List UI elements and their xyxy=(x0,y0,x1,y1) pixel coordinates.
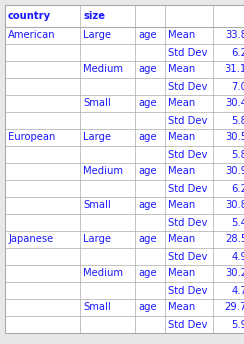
Text: Small: Small xyxy=(83,201,111,211)
Text: country: country xyxy=(8,11,51,21)
Text: Mean: Mean xyxy=(168,31,195,41)
Text: age: age xyxy=(138,302,157,312)
Text: 29.7: 29.7 xyxy=(225,302,244,312)
Text: 6.2: 6.2 xyxy=(231,183,244,193)
Text: 5.4: 5.4 xyxy=(231,217,244,227)
Text: European: European xyxy=(8,132,55,142)
Text: Large: Large xyxy=(83,132,111,142)
Text: 5.8: 5.8 xyxy=(231,150,244,160)
Text: 31.1: 31.1 xyxy=(225,65,244,75)
Text: Std Dev: Std Dev xyxy=(168,286,207,295)
Text: Medium: Medium xyxy=(83,166,123,176)
Text: Std Dev: Std Dev xyxy=(168,82,207,92)
Text: Large: Large xyxy=(83,31,111,41)
Text: 4.9: 4.9 xyxy=(231,251,244,261)
Text: Large: Large xyxy=(83,235,111,245)
Text: 33.8: 33.8 xyxy=(225,31,244,41)
Text: Std Dev: Std Dev xyxy=(168,150,207,160)
Text: 5.9: 5.9 xyxy=(231,320,244,330)
Text: age: age xyxy=(138,269,157,279)
Text: Medium: Medium xyxy=(83,65,123,75)
Text: Mean: Mean xyxy=(168,166,195,176)
Text: 30.2: 30.2 xyxy=(225,269,244,279)
Text: age: age xyxy=(138,98,157,108)
Text: Medium: Medium xyxy=(83,269,123,279)
Text: 30.8: 30.8 xyxy=(225,201,244,211)
Text: Japanese: Japanese xyxy=(8,235,53,245)
Text: age: age xyxy=(138,201,157,211)
Text: 6.2: 6.2 xyxy=(231,47,244,57)
Text: Mean: Mean xyxy=(168,302,195,312)
Text: American: American xyxy=(8,31,56,41)
Text: Std Dev: Std Dev xyxy=(168,183,207,193)
Text: 30.4: 30.4 xyxy=(225,98,244,108)
Text: 28.5: 28.5 xyxy=(225,235,244,245)
Text: age: age xyxy=(138,235,157,245)
Text: Std Dev: Std Dev xyxy=(168,217,207,227)
Text: Std Dev: Std Dev xyxy=(168,116,207,126)
Text: age: age xyxy=(138,132,157,142)
Text: Std Dev: Std Dev xyxy=(168,47,207,57)
Text: Mean: Mean xyxy=(168,98,195,108)
Text: age: age xyxy=(138,65,157,75)
Text: 4.7: 4.7 xyxy=(231,286,244,295)
Text: 5.8: 5.8 xyxy=(231,116,244,126)
Text: Mean: Mean xyxy=(168,269,195,279)
Text: Mean: Mean xyxy=(168,235,195,245)
Text: size: size xyxy=(83,11,105,21)
Text: Std Dev: Std Dev xyxy=(168,251,207,261)
Text: age: age xyxy=(138,31,157,41)
Text: Mean: Mean xyxy=(168,201,195,211)
Text: Small: Small xyxy=(83,98,111,108)
Text: Small: Small xyxy=(83,302,111,312)
Text: Mean: Mean xyxy=(168,65,195,75)
Text: 7.0: 7.0 xyxy=(231,82,244,92)
Text: Mean: Mean xyxy=(168,132,195,142)
Text: 30.5: 30.5 xyxy=(225,132,244,142)
Text: age: age xyxy=(138,166,157,176)
Text: Std Dev: Std Dev xyxy=(168,320,207,330)
Text: 30.9: 30.9 xyxy=(225,166,244,176)
